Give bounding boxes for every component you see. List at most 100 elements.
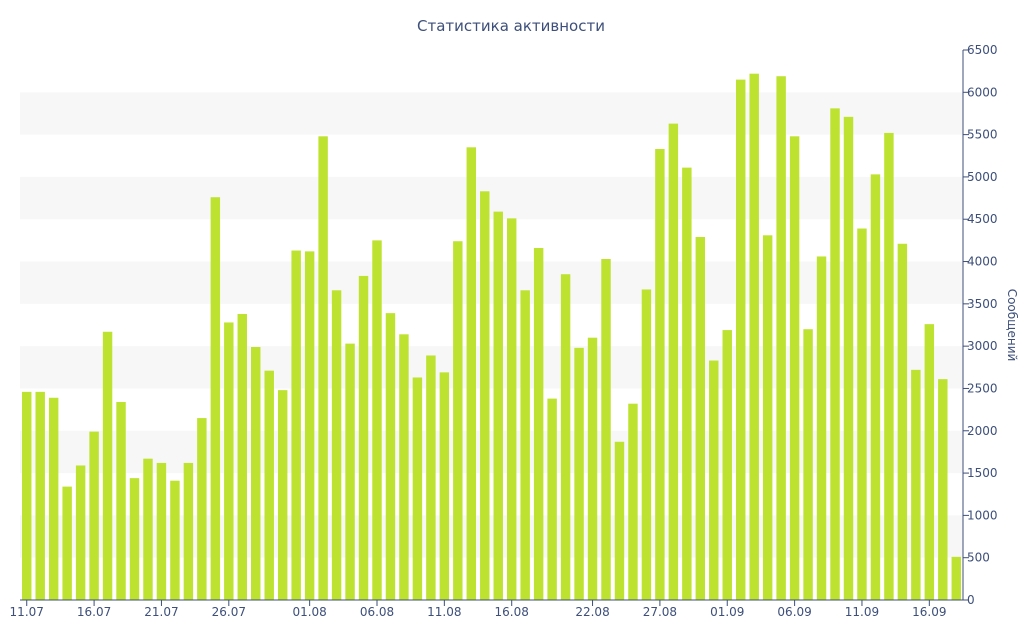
- bar: [533, 248, 544, 600]
- bar: [116, 402, 126, 600]
- y-tick-label: 4000: [967, 255, 998, 269]
- x-tick-label: 16.09: [912, 605, 946, 619]
- x-tick-label: 11.09: [845, 605, 879, 619]
- bar: [197, 418, 207, 600]
- x-axis-ticks: 11.07 16.07 21.07 26.07 01.08 06.08 11.08 16.08…: [10, 600, 947, 619]
- bar: [345, 343, 355, 600]
- bar: [762, 235, 773, 600]
- grid-band: [20, 176, 963, 220]
- x-tick-label: 16.07: [77, 605, 111, 619]
- bar: [668, 123, 679, 601]
- x-tick-label: 06.08: [360, 605, 394, 619]
- y-tick-label: 500: [967, 551, 990, 565]
- axes: [20, 50, 964, 601]
- x-tick-label: 11.07: [10, 605, 44, 619]
- bar: [628, 403, 638, 600]
- bar: [291, 250, 301, 601]
- bar: [264, 370, 274, 600]
- bar: [951, 556, 961, 600]
- y-tick-label: 4500: [967, 212, 998, 226]
- bar: [35, 391, 45, 600]
- y-tick-label: 3000: [967, 339, 998, 353]
- y-tick-label: 5500: [967, 128, 998, 142]
- grid-band: [20, 261, 963, 304]
- bar: [22, 391, 32, 600]
- bar: [48, 397, 59, 600]
- bar: [587, 337, 598, 600]
- y-tick-label: 6500: [967, 43, 998, 57]
- bar: [426, 355, 436, 600]
- x-tick-label: 01.09: [710, 605, 744, 619]
- y-tick-label: 0: [967, 593, 975, 607]
- x-tick-label: 01.08: [292, 605, 326, 619]
- y-tick-label: 1500: [967, 466, 998, 480]
- bar: [843, 116, 854, 600]
- grid-band: [20, 92, 963, 135]
- y-tick-label: 1000: [967, 508, 998, 522]
- bar: [89, 431, 99, 600]
- bar: [736, 79, 746, 601]
- bar: [884, 132, 894, 601]
- y-tick-label: 5000: [967, 170, 998, 184]
- bar: [897, 243, 908, 600]
- bar: [331, 290, 342, 600]
- bar: [722, 330, 732, 600]
- bar: [870, 174, 881, 600]
- bar: [816, 256, 827, 600]
- bar: [399, 334, 409, 600]
- bar: [506, 218, 517, 600]
- bar: [143, 458, 153, 600]
- bar: [520, 290, 530, 600]
- bar: [560, 274, 571, 600]
- bars: [22, 73, 961, 601]
- x-tick-label: 21.07: [144, 605, 178, 619]
- bar: [466, 147, 477, 600]
- x-tick-label: 16.08: [495, 605, 529, 619]
- bar: [237, 314, 247, 600]
- bar: [776, 76, 786, 601]
- x-tick-label: 22.08: [575, 605, 609, 619]
- x-tick-label: 06.09: [777, 605, 811, 619]
- bar: [412, 377, 423, 600]
- bar: [803, 329, 813, 600]
- y-tick-label: 2000: [967, 424, 998, 438]
- bar: [789, 136, 800, 600]
- bar: [682, 167, 692, 600]
- bar: [924, 324, 935, 600]
- bar: [614, 441, 625, 600]
- y-tick-label: 2500: [967, 381, 998, 395]
- bar: [210, 197, 221, 601]
- bar: [224, 322, 234, 600]
- bar: [102, 331, 113, 600]
- bar: [75, 465, 86, 600]
- bar: [547, 398, 557, 600]
- bar: [277, 390, 288, 600]
- bar: [183, 462, 194, 600]
- bar: [304, 251, 315, 600]
- y-tick-label: 6000: [967, 85, 998, 99]
- bar: [156, 462, 167, 600]
- bar: [170, 480, 180, 600]
- x-tick-label: 26.07: [212, 605, 246, 619]
- bar: [695, 237, 706, 600]
- x-tick-label: 27.08: [643, 605, 677, 619]
- bar: [938, 379, 948, 600]
- bar: [62, 486, 72, 600]
- bar: [574, 347, 584, 600]
- bar: [655, 149, 665, 600]
- bar: [439, 372, 450, 600]
- bar: [318, 136, 328, 600]
- bar: [358, 275, 369, 600]
- y-axis-ticks: 0 500 1000 1500 2000 2500 3000 3500 4000 4500 5000…: [963, 43, 998, 607]
- bar: [129, 478, 140, 600]
- bar: [453, 241, 463, 601]
- bar: [749, 73, 759, 600]
- chart-title: Статистика активности: [417, 17, 605, 35]
- bar: [830, 108, 840, 600]
- bar: [911, 369, 921, 600]
- bar: [601, 259, 611, 600]
- bar: [709, 360, 719, 600]
- bar: [857, 228, 867, 601]
